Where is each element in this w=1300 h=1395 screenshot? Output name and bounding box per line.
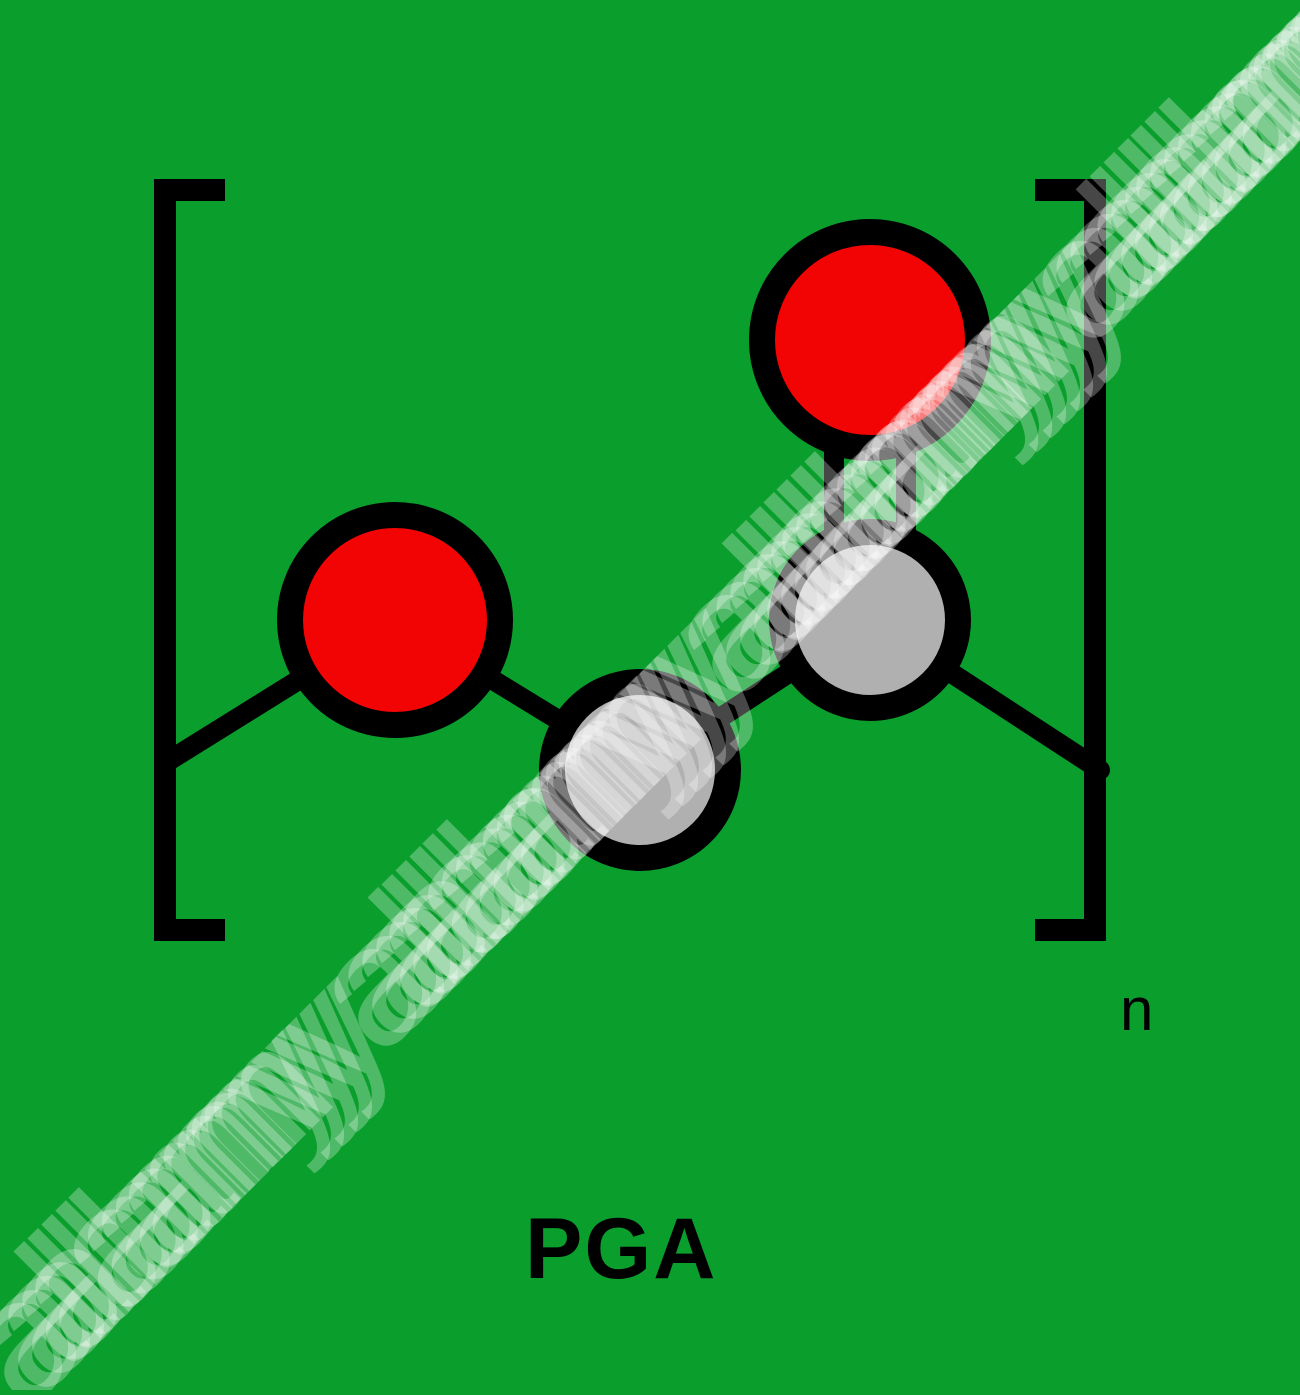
molecule-label: PGA (525, 1200, 717, 1299)
repeat-subscript: n (1120, 975, 1153, 1044)
diagram-canvas: alamy alamy alamy alamy alamy alamy alam… (0, 0, 1300, 1390)
watermark-text: alamy alamy alamy alamy alamy alamy alam… (0, 0, 1300, 1388)
watermark-text: alamy alamy alamy alamy alamy alamy alam… (0, 0, 1300, 1390)
watermark-text: alamy alamy alamy alamy alamy alamy alam… (706, 0, 1300, 652)
watermark-layer: alamy alamy alamy alamy alamy alamy alam… (0, 0, 1300, 1390)
watermark-text: alamy alamy alamy alamy alamy alamy alam… (0, 0, 1300, 1390)
watermark-text: alamy alamy alamy alamy alamy alamy alam… (0, 0, 1300, 1390)
watermark-text: alamy alamy alamy alamy alamy alamy alam… (338, 0, 1300, 1020)
watermark-text: alamy alamy alamy alamy alamy alamy alam… (0, 28, 1300, 1390)
